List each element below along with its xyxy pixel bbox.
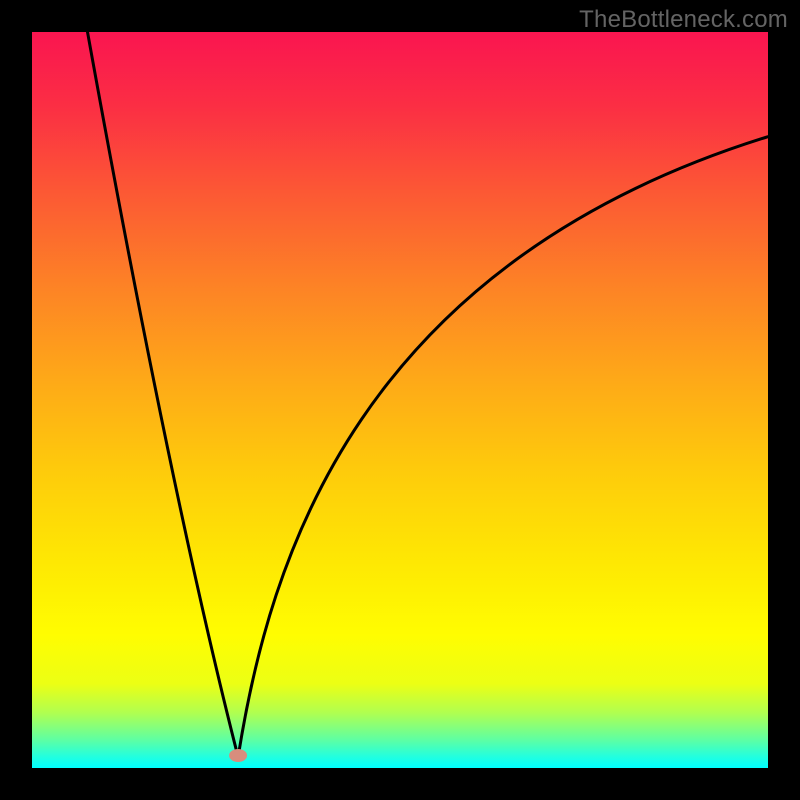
minimum-marker-icon bbox=[229, 749, 247, 762]
chart-svg bbox=[0, 0, 800, 800]
figure-container: TheBottleneck.com bbox=[0, 0, 800, 800]
chart-background bbox=[32, 32, 768, 768]
watermark-text: TheBottleneck.com bbox=[579, 6, 788, 34]
